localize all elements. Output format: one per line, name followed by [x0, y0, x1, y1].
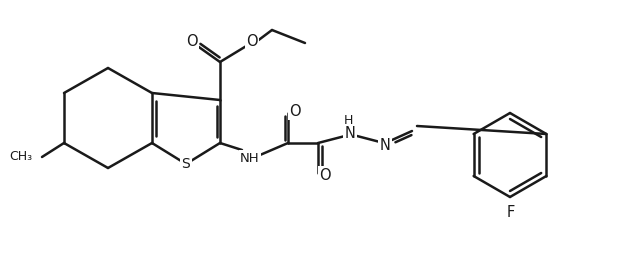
Text: F: F [507, 205, 515, 220]
Text: H: H [343, 114, 353, 127]
Text: CH₃: CH₃ [9, 151, 32, 163]
Text: O: O [289, 104, 301, 118]
Text: NH: NH [240, 151, 260, 164]
Text: N: N [380, 138, 390, 152]
Text: O: O [246, 34, 258, 50]
Text: O: O [319, 168, 331, 182]
Text: N: N [344, 126, 355, 140]
Text: O: O [186, 34, 198, 50]
Text: S: S [182, 157, 190, 171]
